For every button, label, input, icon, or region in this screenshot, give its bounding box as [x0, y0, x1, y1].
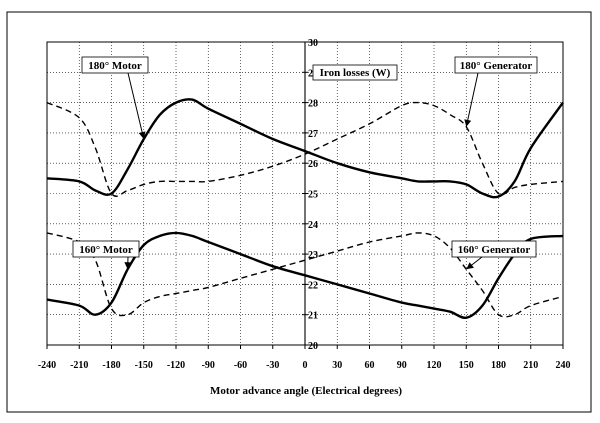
- x-tick-label: 240: [556, 360, 571, 371]
- series-line-3: [46, 231, 564, 319]
- x-tick-label: 120: [427, 360, 442, 371]
- x-tick-label: 0: [303, 360, 308, 371]
- y-tick-label: 24: [308, 220, 318, 231]
- annotation-box: [451, 240, 537, 258]
- y-axis-title-box: [312, 64, 398, 81]
- x-tick-labels: -240 -210 -180 -150 -120 -90 -60 -30 0 30 60 90 120 1…: [38, 345, 571, 371]
- x-axis-title: Motor advance angle (Electrical degrees): [210, 385, 402, 397]
- annotation-label: 160° Motor: [79, 244, 133, 256]
- annotation-arrowhead: [124, 262, 132, 270]
- x-tick-label: 150: [459, 360, 474, 371]
- annotation-box: [454, 56, 538, 74]
- y-tick-labels: 2021222324252627282930: [302, 38, 318, 352]
- series-line-2: [46, 101, 564, 197]
- annotation-arrowhead: [464, 119, 472, 127]
- x-tick-label: -120: [167, 360, 185, 371]
- y-tick-label: 21: [308, 311, 318, 322]
- annotation-label: 180° Motor: [88, 60, 142, 72]
- annotation-arrowhead: [466, 262, 474, 270]
- annotation-label: 180° Generator: [460, 60, 533, 72]
- x-tick-label: -240: [38, 360, 56, 371]
- annotation-label: 160° Generator: [458, 244, 531, 256]
- x-tick-label: -60: [234, 360, 247, 371]
- y-tick-label: 27: [308, 129, 318, 140]
- annotations: 180° Motor 180° Generator 160° Motor 160° G…: [72, 56, 538, 270]
- x-tick-label: 30: [332, 360, 342, 371]
- series-line-1: [46, 98, 564, 199]
- x-tick-label: -90: [202, 360, 215, 371]
- x-tick-label: -150: [135, 360, 153, 371]
- annotation-arrowhead: [138, 131, 146, 139]
- y-tick-label: 23: [308, 250, 318, 261]
- series-layer: [46, 98, 564, 319]
- annotation-arrow-line: [127, 72, 145, 140]
- annotation-arrow-line: [465, 72, 479, 127]
- y-tick-label: 26: [308, 159, 318, 170]
- x-tick-label: -180: [102, 360, 120, 371]
- x-tick-label: 180: [491, 360, 506, 371]
- series-line-4: [46, 232, 564, 318]
- y-tick-label: 20: [308, 341, 318, 352]
- annotation-box: [81, 56, 149, 74]
- x-tick-label: 90: [397, 360, 407, 371]
- x-tick-label: 60: [365, 360, 375, 371]
- y-tick-label: 30: [308, 38, 318, 49]
- y-axis-title: Iron losses (W): [320, 67, 391, 79]
- y-tick-label: 28: [308, 99, 318, 110]
- y-tick-label: 22: [308, 280, 318, 291]
- figure-border: [6, 11, 592, 413]
- annotation-box: [72, 240, 140, 258]
- x-tick-label: -210: [70, 360, 88, 371]
- y-tick-label: 25: [308, 190, 318, 201]
- x-tick-label: -30: [266, 360, 279, 371]
- x-tick-label: 210: [523, 360, 538, 371]
